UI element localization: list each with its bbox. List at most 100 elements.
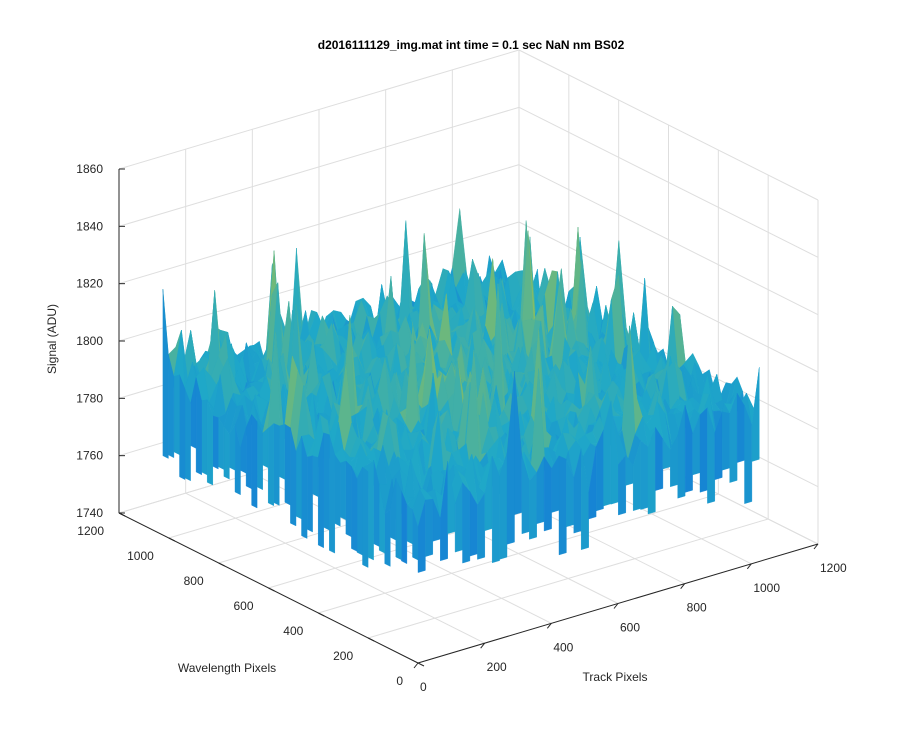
- surface-skirt: [506, 371, 515, 545]
- surface-plot: [162, 208, 760, 573]
- x-tick-label: 400: [553, 640, 573, 654]
- wall-grid-line: [518, 221, 819, 373]
- surface-skirt: [195, 377, 202, 476]
- z-tick-label: 1760: [76, 449, 103, 463]
- surface-skirt: [362, 466, 369, 568]
- z-tick-label: 1740: [76, 506, 103, 520]
- surface-skirt: [279, 424, 286, 480]
- surface-skirt: [179, 374, 186, 480]
- x-tick-label: 600: [620, 621, 640, 635]
- surface-skirt: [684, 405, 693, 493]
- x-tick-mark: [746, 563, 752, 570]
- tick-labels: 0 200 400 600 800 1000 1200 0 200 400 600 800 1000 12…: [76, 162, 847, 694]
- surface-skirt: [714, 411, 723, 480]
- surface-skirt: [462, 482, 471, 564]
- surface-skirt: [212, 415, 219, 470]
- surface-skirt: [647, 427, 656, 515]
- surface-skirt: [223, 426, 230, 480]
- axes-frame: [118, 168, 819, 669]
- surface-skirt: [558, 455, 567, 556]
- surface-skirt: [367, 460, 374, 561]
- wall-grid-line: [118, 49, 520, 170]
- x-tick-mark: [480, 642, 486, 649]
- surface-skirt: [173, 374, 180, 456]
- surface-skirt: [401, 490, 408, 565]
- y-tick-mark: [168, 537, 176, 542]
- surface-skirt: [306, 455, 313, 533]
- surface-skirt: [273, 423, 280, 506]
- wall-grid-line: [518, 106, 819, 258]
- surface-skirt: [640, 440, 649, 510]
- surface-skirt: [351, 466, 358, 552]
- surface-skirt: [318, 432, 324, 549]
- y-tick-label: 1200: [77, 524, 104, 538]
- surface-skirt: [184, 388, 191, 482]
- surface-skirt: [529, 472, 537, 540]
- surface-skirt: [677, 405, 686, 499]
- surface-skirt: [477, 492, 485, 560]
- surface-skirt: [323, 432, 330, 531]
- surface-skirt: [218, 416, 225, 470]
- y-tick-mark: [218, 562, 225, 567]
- surface-skirt: [268, 423, 274, 507]
- surface-skirt: [379, 484, 385, 554]
- surface-skirt: [290, 427, 297, 527]
- surface-skirt: [345, 460, 352, 538]
- surface-skirt: [284, 423, 291, 506]
- z-tick-label: 1860: [76, 162, 103, 176]
- wall-grid-line: [518, 164, 819, 316]
- y-tick-label: 0: [396, 674, 403, 688]
- surface-skirt: [744, 405, 753, 504]
- wall-grid-line: [518, 49, 819, 201]
- surface-skirt: [234, 424, 241, 496]
- wall-grid-line: [118, 106, 520, 227]
- x-axis-label: Track Pixels: [583, 670, 648, 684]
- chart-title: d2016111129_img.mat int time = 0.1 sec N…: [318, 38, 625, 52]
- surface-skirt: [543, 455, 552, 532]
- z-tick-label: 1780: [76, 391, 103, 405]
- surface-skirt: [384, 509, 391, 567]
- y-tick-label: 600: [233, 599, 253, 613]
- y-tick-label: 800: [184, 574, 204, 588]
- z-tick-label: 1840: [76, 219, 103, 233]
- surface-skirt: [406, 504, 413, 545]
- surface-skirt: [425, 498, 433, 557]
- surface-skirt: [722, 411, 730, 471]
- surface-skirt: [301, 436, 308, 539]
- surface-skirt: [595, 429, 604, 512]
- surface-skirt: [618, 454, 626, 516]
- surface-skirt: [736, 392, 745, 463]
- surface-skirt: [340, 460, 347, 521]
- z-axis-label: Signal (ADU): [45, 304, 59, 374]
- x-tick-mark: [413, 662, 419, 669]
- surface-skirt: [499, 452, 508, 560]
- y-axis-label: Wavelength Pixels: [178, 661, 276, 675]
- surface-skirt: [329, 434, 335, 554]
- surface-skirt: [412, 509, 419, 561]
- y-tick-label: 400: [283, 624, 303, 638]
- y-tick-mark: [268, 587, 275, 592]
- x-tick-mark: [813, 543, 819, 550]
- wall-grid-line: [118, 164, 520, 285]
- surface-skirt: [251, 413, 258, 509]
- y-tick-label: 1000: [127, 549, 154, 563]
- surface-skirt: [751, 367, 760, 462]
- surface-skirt: [707, 407, 715, 504]
- x-tick-label: 1200: [820, 561, 847, 575]
- x-tick-mark: [546, 623, 552, 629]
- surface-skirt: [206, 399, 214, 486]
- floor-grid-line: [368, 518, 769, 639]
- surface-skirt: [162, 289, 169, 459]
- floor-grid-line: [318, 493, 719, 614]
- x-tick-mark: [680, 583, 686, 589]
- surface-skirt: [588, 446, 597, 520]
- y-tick-mark: [318, 612, 325, 617]
- surface-skirt: [581, 448, 589, 550]
- surface-skirt: [256, 421, 263, 491]
- x-tick-label: 200: [487, 660, 507, 674]
- z-tick-label: 1820: [76, 277, 103, 291]
- surface-skirt: [312, 455, 319, 498]
- surface-skirt: [440, 461, 448, 562]
- z-tick-label: 1800: [76, 334, 103, 348]
